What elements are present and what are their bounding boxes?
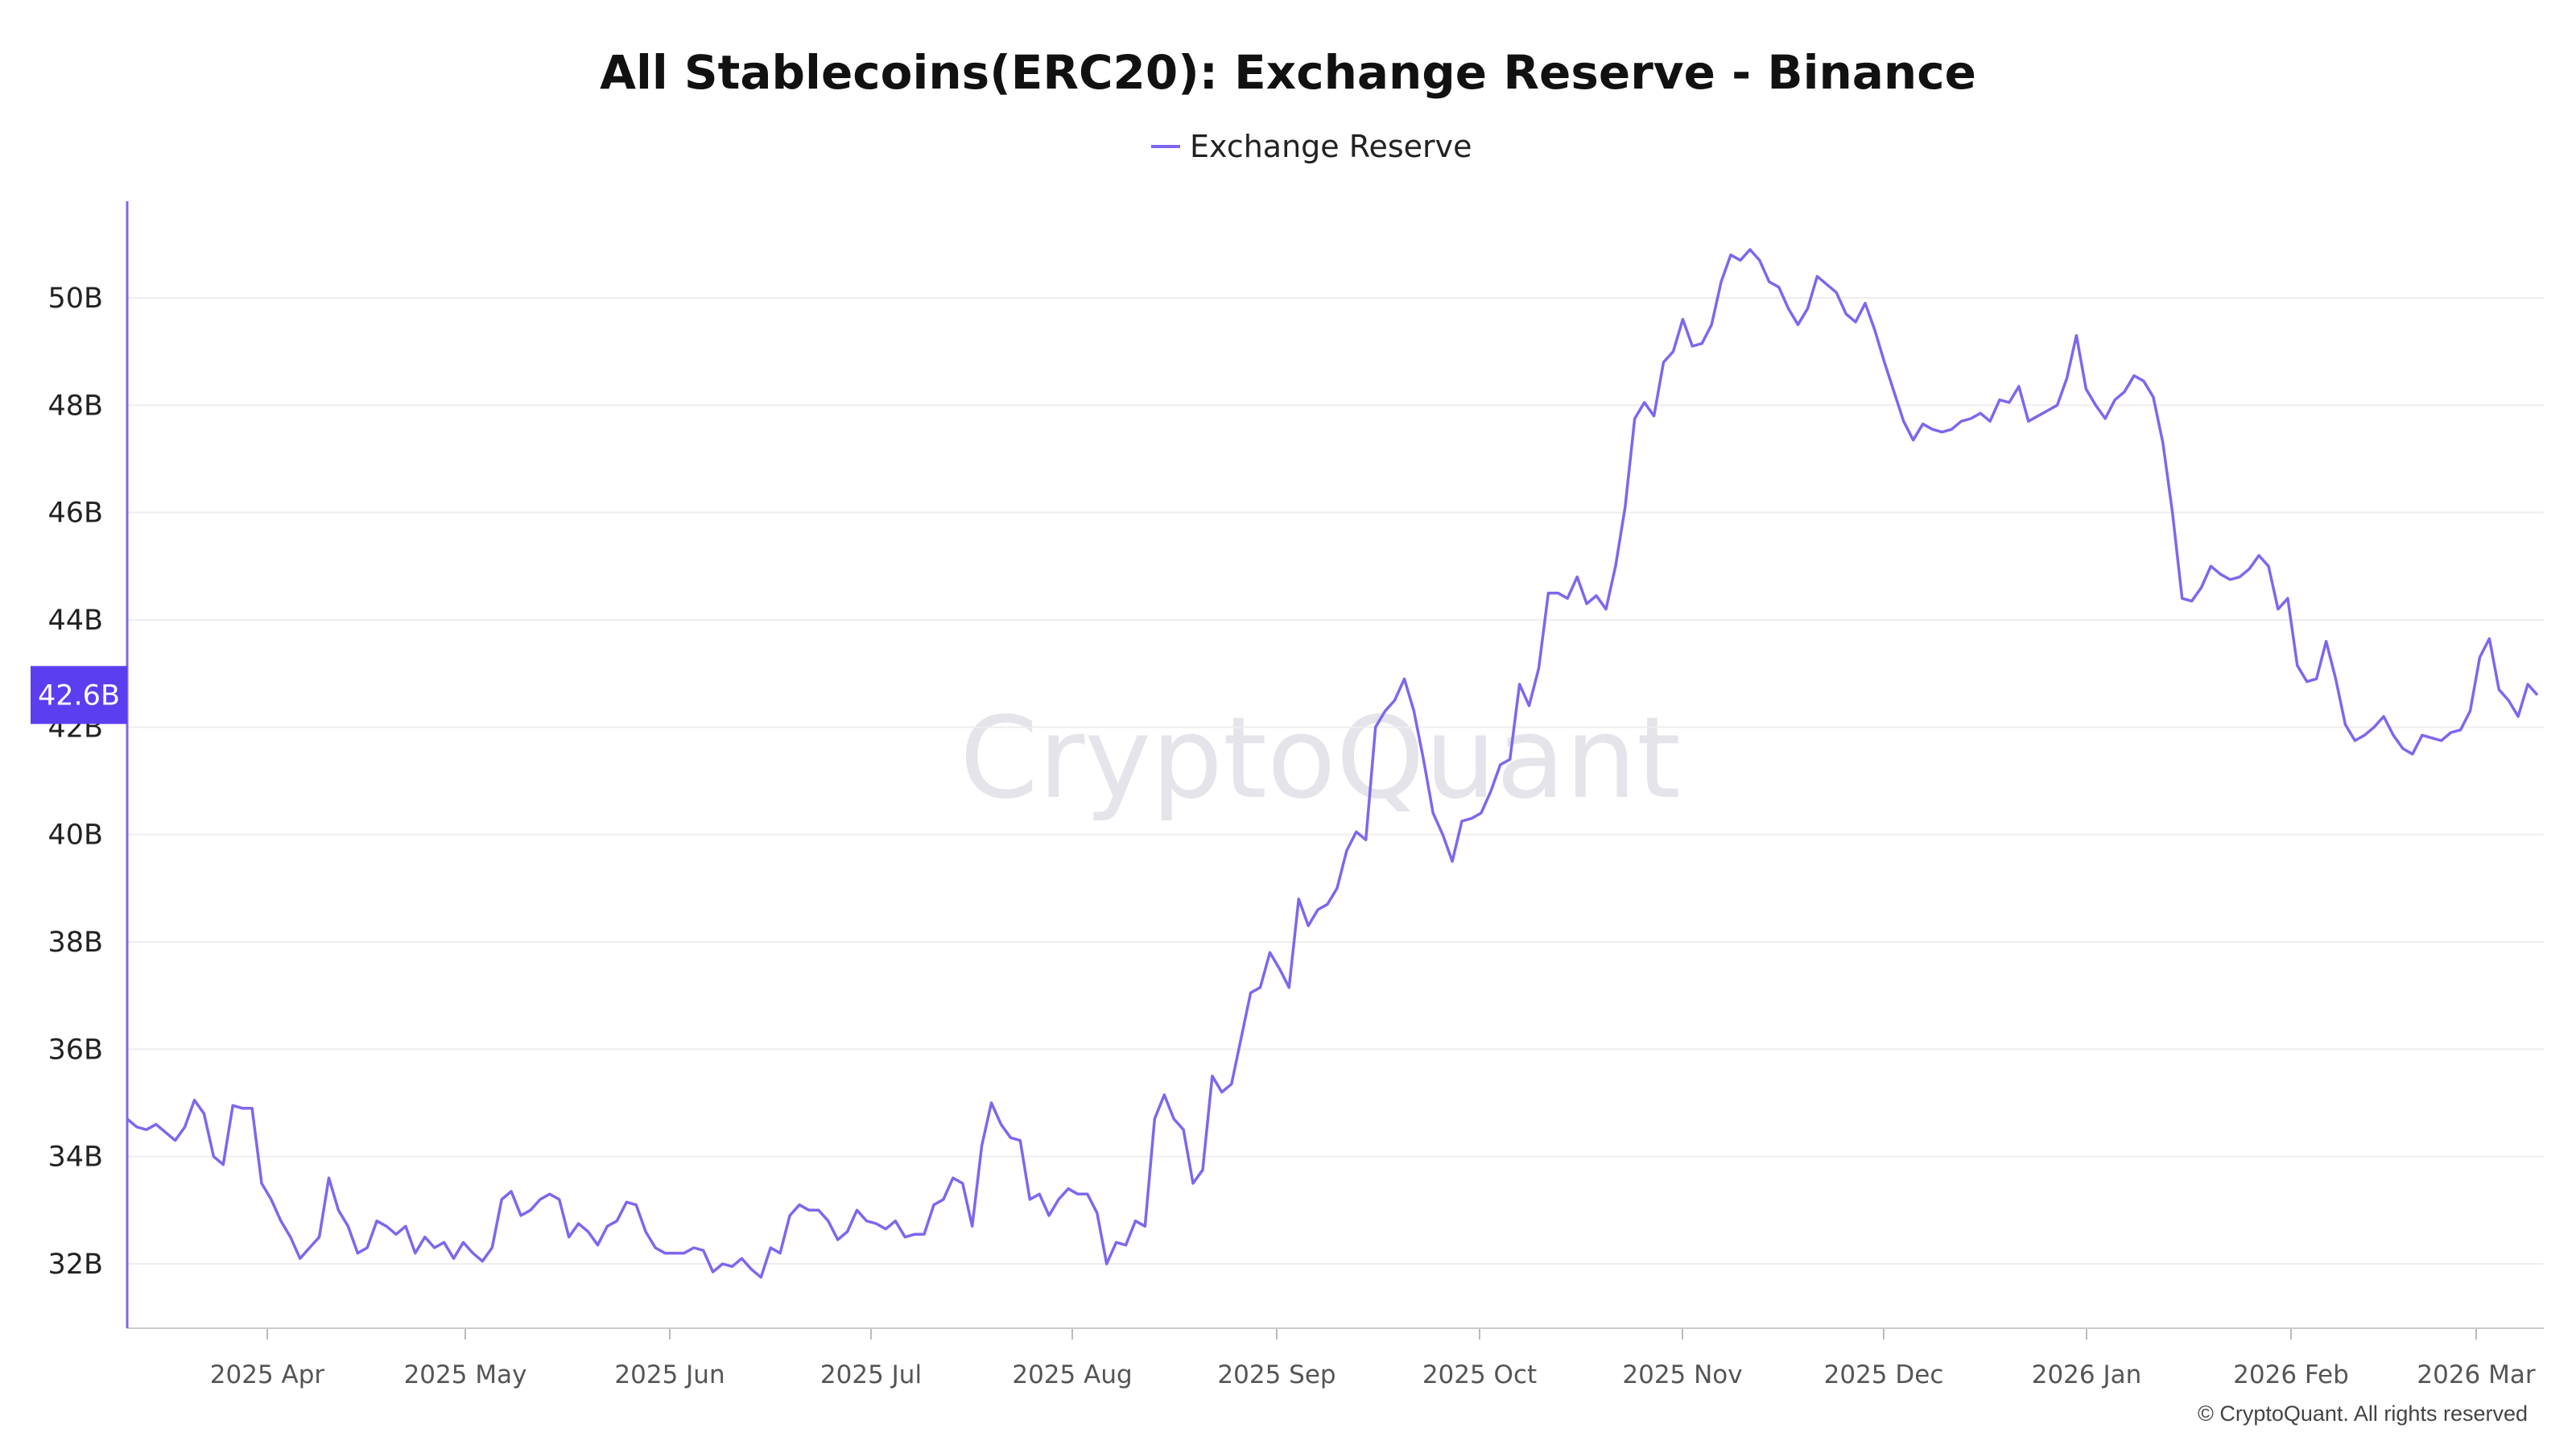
y-tick-label: 36B xyxy=(47,1034,103,1066)
copyright-text: © CryptoQuant. All rights reserved xyxy=(2198,1402,2528,1426)
x-tick-label: 2025 Nov xyxy=(1622,1360,1742,1389)
current-value-badge: 42.6B xyxy=(31,666,127,724)
y-tick-label: 34B xyxy=(47,1141,103,1174)
grid-lines xyxy=(127,297,2544,1265)
watermark: CryptoQuant xyxy=(960,693,1681,824)
y-tick-label: 50B xyxy=(47,283,103,315)
y-tick-label: 46B xyxy=(47,497,103,530)
x-tick-label: 2026 Feb xyxy=(2233,1360,2349,1389)
y-tick-label: 44B xyxy=(47,605,103,637)
current-value-label: 42.6B xyxy=(38,679,120,712)
x-tick-label: 2025 Jul xyxy=(820,1360,922,1389)
legend-label: Exchange Reserve xyxy=(1190,129,1472,164)
x-tick-label: 2026 Jan xyxy=(2032,1360,2142,1389)
x-tick-label: 2025 Jun xyxy=(614,1360,724,1389)
x-tick-label: 2026 Mar xyxy=(2417,1360,2535,1389)
y-tick-label: 48B xyxy=(47,390,103,422)
x-tick-label: 2025 Dec xyxy=(1824,1360,1944,1389)
series-line-exchange-reserve[interactable] xyxy=(126,248,2539,1279)
x-tick-label: 2025 Sep xyxy=(1217,1360,1335,1389)
y-tick-label: 32B xyxy=(47,1249,103,1281)
legend[interactable]: Exchange Reserve xyxy=(1151,129,1472,164)
y-tick-label: 40B xyxy=(47,819,103,852)
x-tick-label: 2025 Apr xyxy=(210,1360,325,1389)
x-tick-label: 2025 Oct xyxy=(1422,1360,1537,1389)
chart-title: All Stablecoins(ERC20): Exchange Reserve… xyxy=(600,45,1976,100)
x-axis-ticks: 2025 Apr 2025 May 2025 Jun 2025 Jul 2025 Aug… xyxy=(210,1328,2536,1389)
y-tick-label: 38B xyxy=(47,927,103,959)
x-tick-label: 2025 May xyxy=(404,1360,527,1389)
current-value-badge-bg xyxy=(31,666,127,724)
x-tick-label: 2025 Aug xyxy=(1012,1360,1132,1389)
